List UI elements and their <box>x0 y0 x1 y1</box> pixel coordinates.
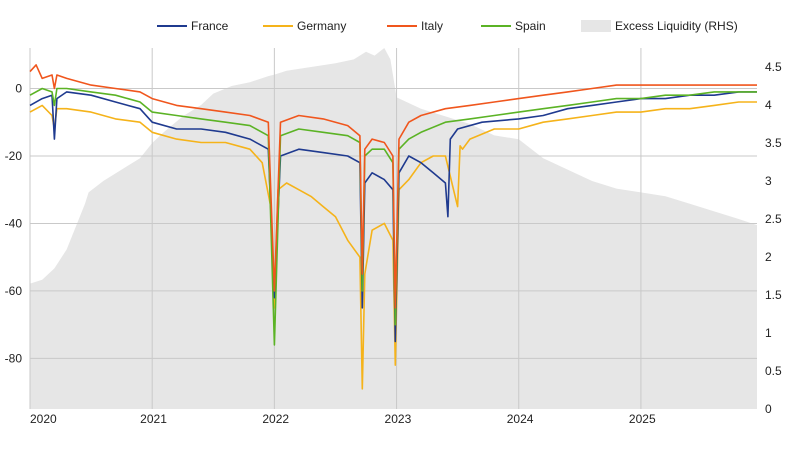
y-right-tick-label: 3.5 <box>765 136 782 150</box>
x-tick-label: 2021 <box>140 412 167 426</box>
x-tick-label: 2020 <box>30 412 57 426</box>
legend-item-germany: Germany <box>263 19 346 33</box>
y-left-tick-label: -60 <box>5 284 23 298</box>
y-right-tick-label: 2 <box>765 250 772 264</box>
y-right-tick-label: 4 <box>765 98 772 112</box>
legend-label: Italy <box>421 19 443 33</box>
legend-label: Germany <box>297 19 346 33</box>
y-right-tick-label: 4.5 <box>765 60 782 74</box>
y-left-tick-label: -40 <box>5 216 23 230</box>
line-layer <box>29 64 757 390</box>
y-right-tick-label: 2.5 <box>765 212 782 226</box>
y-axis-right: 0 0.5 1 1.5 2 2.5 3 3.5 4 4.5 <box>765 60 782 416</box>
legend-item-excess-liquidity-rhs: Excess Liquidity (RHS) <box>581 19 738 33</box>
y-right-tick-label: 0 <box>765 402 772 416</box>
legend-item-spain: Spain <box>481 19 546 33</box>
legend-item-france: France <box>157 19 229 33</box>
y-axis-left: 0 -20 -40 -60 -80 <box>5 81 23 365</box>
y-left-tick-label: -80 <box>5 351 23 365</box>
legend-label: Excess Liquidity (RHS) <box>615 19 738 33</box>
legend-swatch <box>581 20 611 32</box>
series-line-germany <box>29 101 757 390</box>
series-line-france <box>29 91 757 343</box>
y-right-tick-label: 1 <box>765 326 772 340</box>
x-tick-label: 2025 <box>629 412 656 426</box>
legend: France Germany Italy Spain Excess Liquidity … <box>157 19 738 33</box>
x-tick-label: 2022 <box>262 412 289 426</box>
legend-item-italy: Italy <box>387 19 443 33</box>
legend-label: France <box>191 19 229 33</box>
y-left-tick-label: 0 <box>15 81 22 95</box>
y-right-tick-label: 0.5 <box>765 364 782 378</box>
x-tick-label: 2024 <box>507 412 534 426</box>
y-right-tick-label: 3 <box>765 174 772 188</box>
x-axis: 2020 2021 2022 2023 2024 2025 <box>30 412 656 426</box>
x-tick-label: 2023 <box>385 412 412 426</box>
series-line-italy <box>29 64 757 309</box>
legend-label: Spain <box>515 19 546 33</box>
y-right-tick-label: 1.5 <box>765 288 782 302</box>
y-left-tick-label: -20 <box>5 149 23 163</box>
